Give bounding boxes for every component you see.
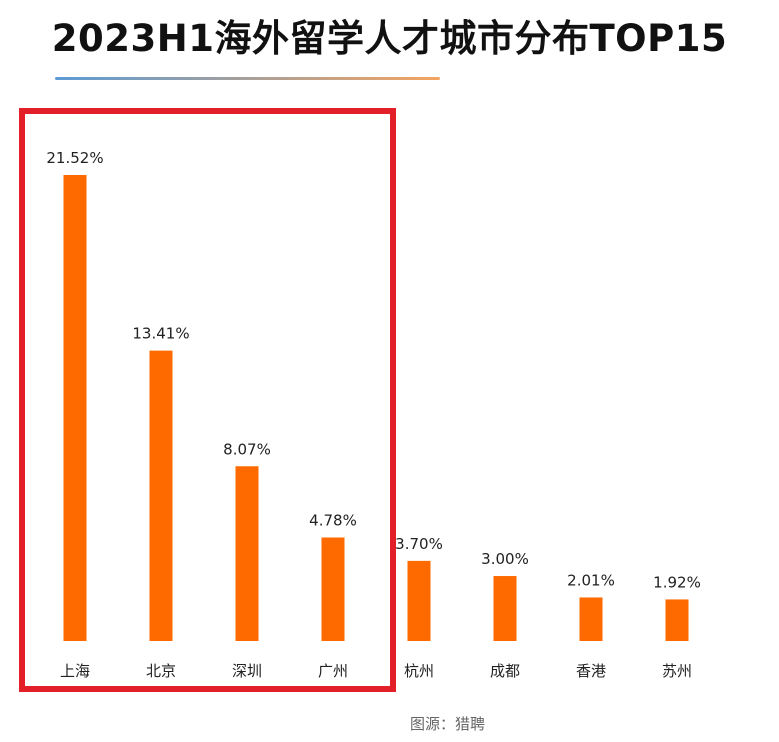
- category-label: 上海: [60, 662, 90, 680]
- value-label: 3.70%: [395, 535, 443, 553]
- highlight-frame: [19, 108, 396, 692]
- category-label: 杭州: [404, 662, 434, 680]
- bar-北京: [149, 350, 173, 641]
- bar-广州: [321, 537, 345, 641]
- category-label: 深圳: [232, 662, 262, 680]
- category-label: 香港: [576, 662, 606, 680]
- bar-香港: [579, 597, 603, 641]
- chart-title: 2023H1海外留学人才城市分布TOP15: [51, 17, 728, 60]
- bar-上海: [63, 175, 87, 641]
- bar-成都: [493, 576, 517, 641]
- category-label: 成都: [490, 662, 520, 680]
- bar-深圳: [235, 466, 259, 641]
- value-label: 4.78%: [309, 511, 357, 529]
- bar-杭州: [407, 560, 431, 641]
- category-label: 广州: [318, 662, 348, 680]
- value-label: 1.92%: [653, 573, 701, 591]
- title-underline: [55, 77, 440, 80]
- value-label: 21.52%: [46, 149, 103, 167]
- category-label: 北京: [146, 662, 176, 680]
- value-label: 3.00%: [481, 550, 529, 568]
- value-label: 13.41%: [132, 325, 189, 343]
- category-label: 苏州: [662, 662, 692, 680]
- value-label: 2.01%: [567, 571, 615, 589]
- source-label: 图源：猎聘: [410, 715, 486, 733]
- bar-苏州: [665, 599, 689, 641]
- value-label: 8.07%: [223, 440, 271, 458]
